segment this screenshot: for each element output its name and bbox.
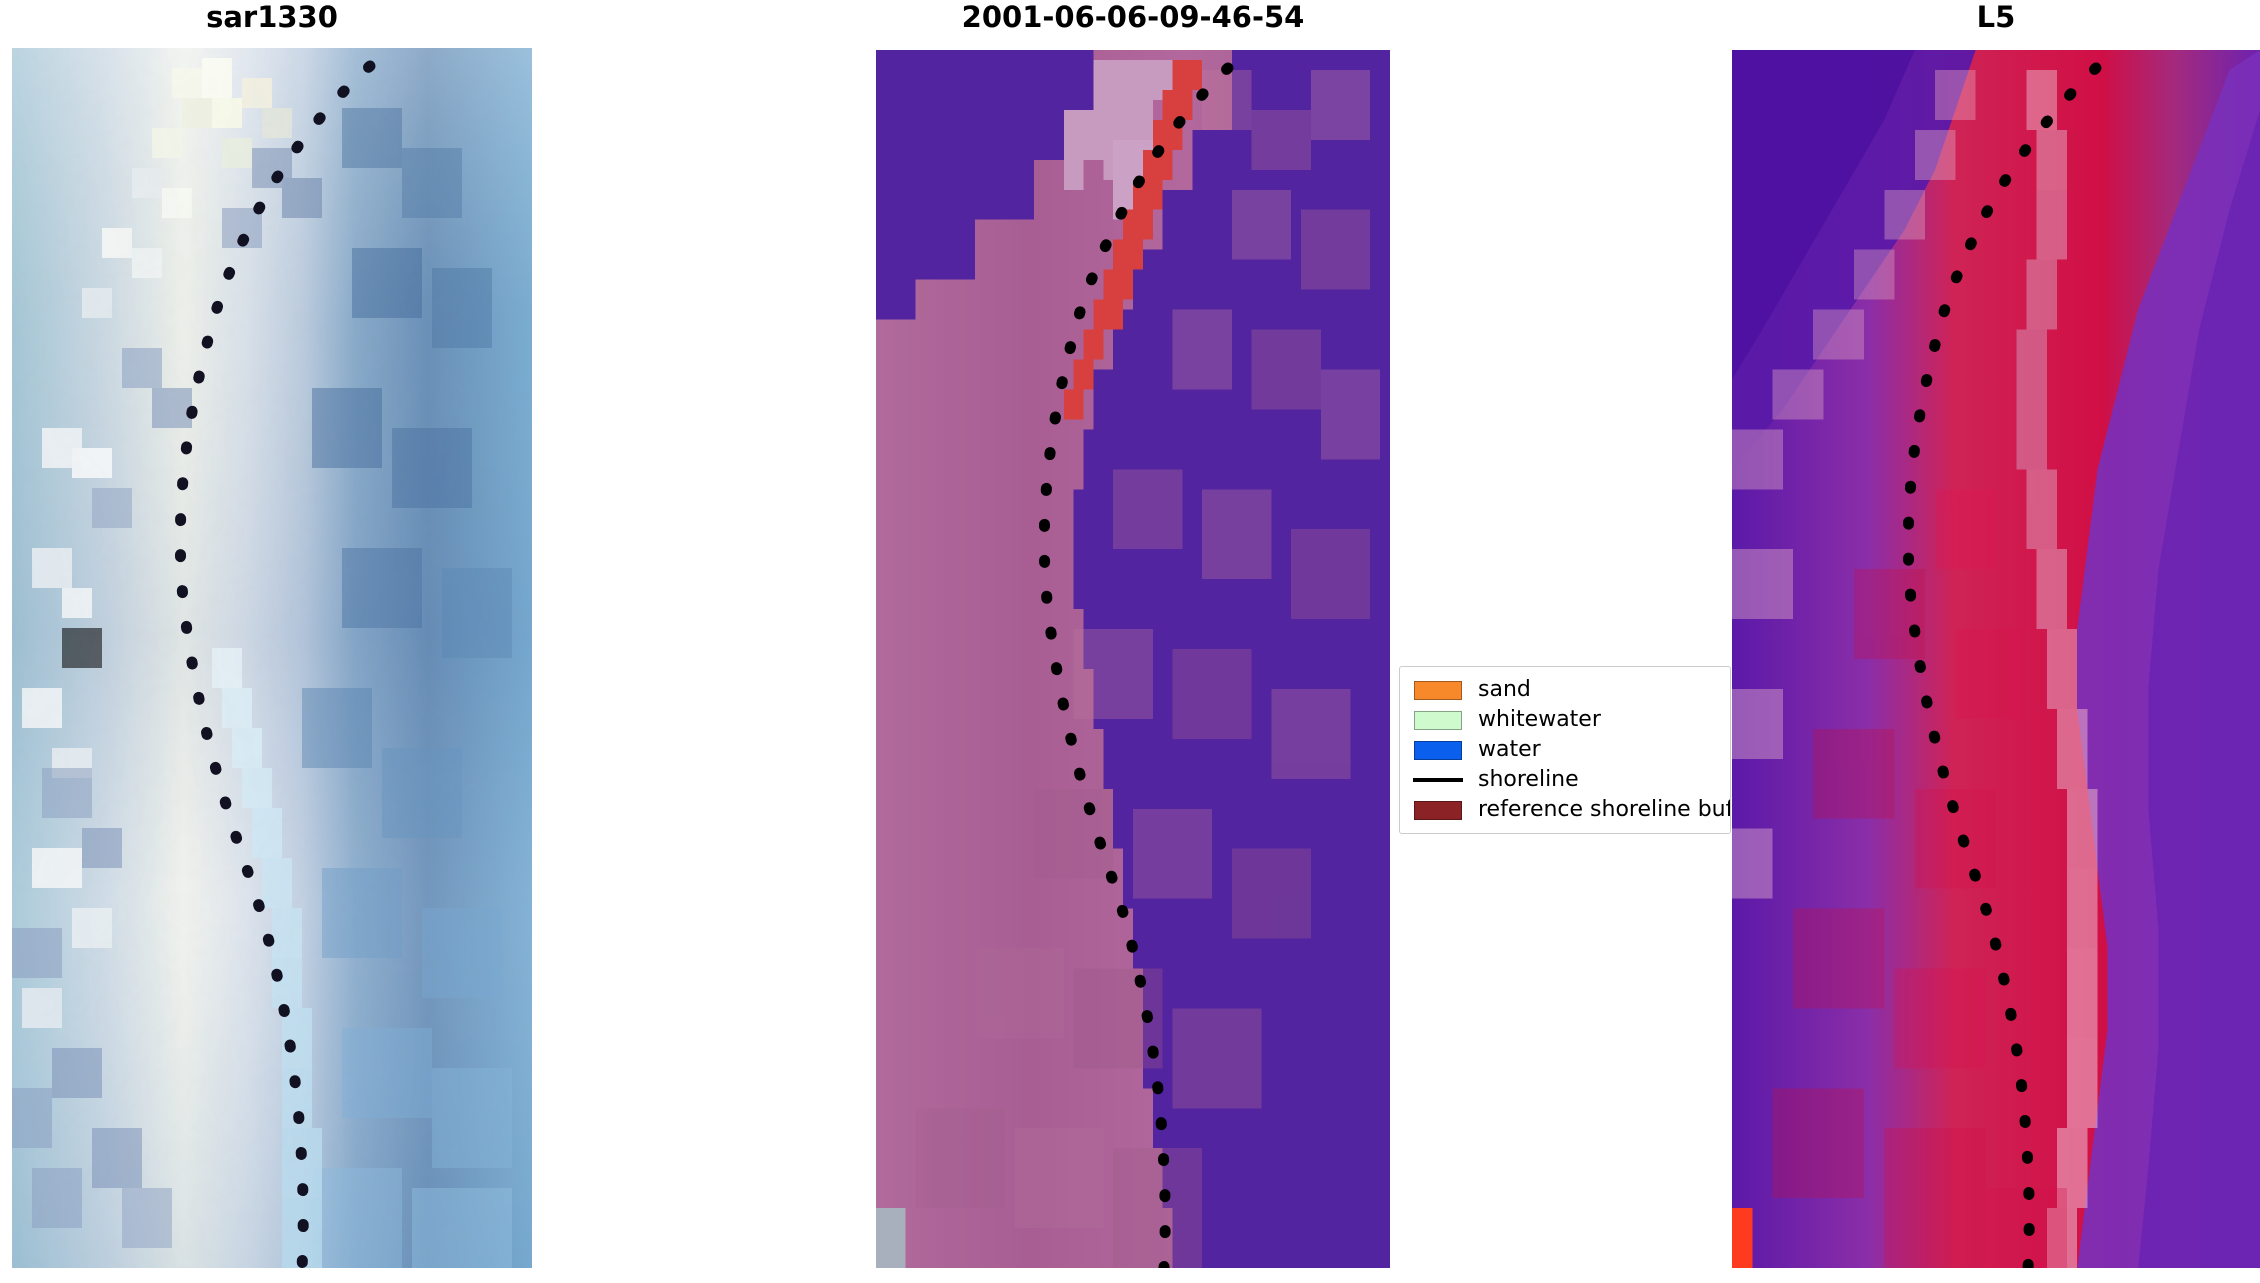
shoreline-line-swatch (1413, 778, 1463, 782)
shoreline-overlay-sar (174, 60, 376, 1268)
legend-label-shoreline: shoreline (1478, 767, 1579, 792)
water-swatch (1414, 740, 1462, 760)
panel-title-classification: 2001-06-06-09-46-54 (961, 0, 1305, 34)
whitewater-swatch (1414, 710, 1462, 730)
legend-label-sand: sand (1478, 677, 1531, 702)
legend-item-water: water (1410, 735, 1720, 765)
panel-title-sar: sar1330 (206, 0, 338, 34)
l5-false-colour-image (1732, 50, 2260, 1268)
legend-item-shoreline: shoreline (1410, 765, 1720, 795)
classification-panel (876, 50, 1390, 1268)
panel-title-l5: L5 (1976, 0, 2016, 34)
legend-label-water: water (1478, 737, 1541, 762)
water-swatch-box (1410, 735, 1466, 765)
sand-swatch-box (1410, 675, 1466, 705)
sar-panel (12, 48, 532, 1268)
legend-label-reference-shoreline-buffer: reference shoreline buffer (1478, 797, 1731, 822)
legend-item-whitewater: whitewater (1410, 705, 1720, 735)
map-legend: sand whitewater water shoreline referenc (1399, 666, 1731, 834)
shoreline-overlay-classification (1038, 62, 1234, 1268)
legend-label-whitewater: whitewater (1478, 707, 1601, 732)
reference-shoreline-buffer-swatch (1414, 800, 1462, 820)
reference-shoreline-buffer-swatch-box (1410, 795, 1466, 825)
whitewater-swatch-box (1410, 705, 1466, 735)
shoreline-swatch-box (1410, 765, 1466, 795)
shoreline-overlay-l5 (1902, 62, 2102, 1268)
sar-satellite-image (12, 48, 532, 1268)
legend-item-reference-shoreline-buffer: reference shoreline buffer (1410, 795, 1730, 825)
classification-overlay-image (876, 50, 1390, 1268)
l5-panel (1732, 50, 2260, 1268)
legend-item-sand: sand (1410, 675, 1720, 705)
sand-swatch (1414, 680, 1462, 700)
